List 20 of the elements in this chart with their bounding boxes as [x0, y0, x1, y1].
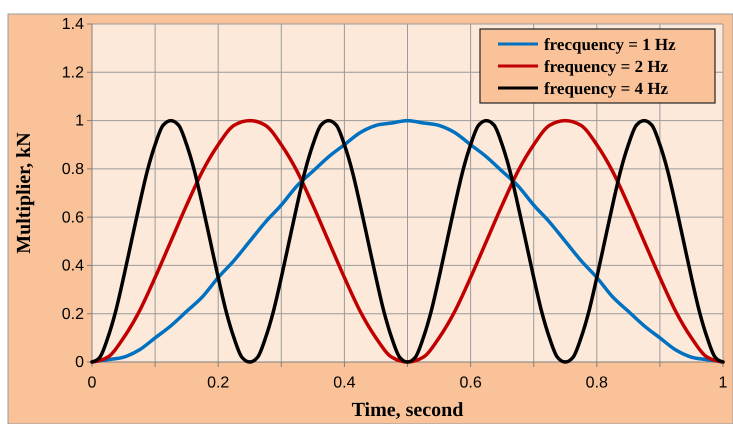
x-axis-title: Time, second [352, 399, 464, 421]
y-tick-label: 0 [75, 354, 84, 372]
y-tick-label: 0.8 [62, 160, 84, 178]
x-tick-label: 0.2 [207, 374, 230, 392]
x-tick-label: 0 [88, 374, 97, 392]
y-tick-label: 1 [75, 112, 84, 130]
legend-label: frequency = 4 Hz [544, 79, 669, 98]
x-tick-label: 1 [718, 374, 728, 392]
y-tick-label: 0.6 [62, 209, 84, 226]
x-tick-label: 0.4 [333, 374, 356, 392]
y-tick-label: 1.4 [62, 16, 84, 34]
legend-label: frecquency = 1 Hz [544, 35, 676, 54]
y-tick-label: 0.2 [62, 306, 84, 323]
x-tick-label: 0.6 [459, 374, 482, 392]
y-tick-label: 0.4 [62, 258, 84, 275]
legend-label: frequency = 2 Hz [544, 57, 669, 76]
y-axis-title: Multiplier, kN [13, 132, 35, 254]
x-tick-label: 0.8 [586, 374, 608, 392]
line-series [90, 118, 725, 364]
y-tick-label: 1.2 [62, 64, 84, 82]
